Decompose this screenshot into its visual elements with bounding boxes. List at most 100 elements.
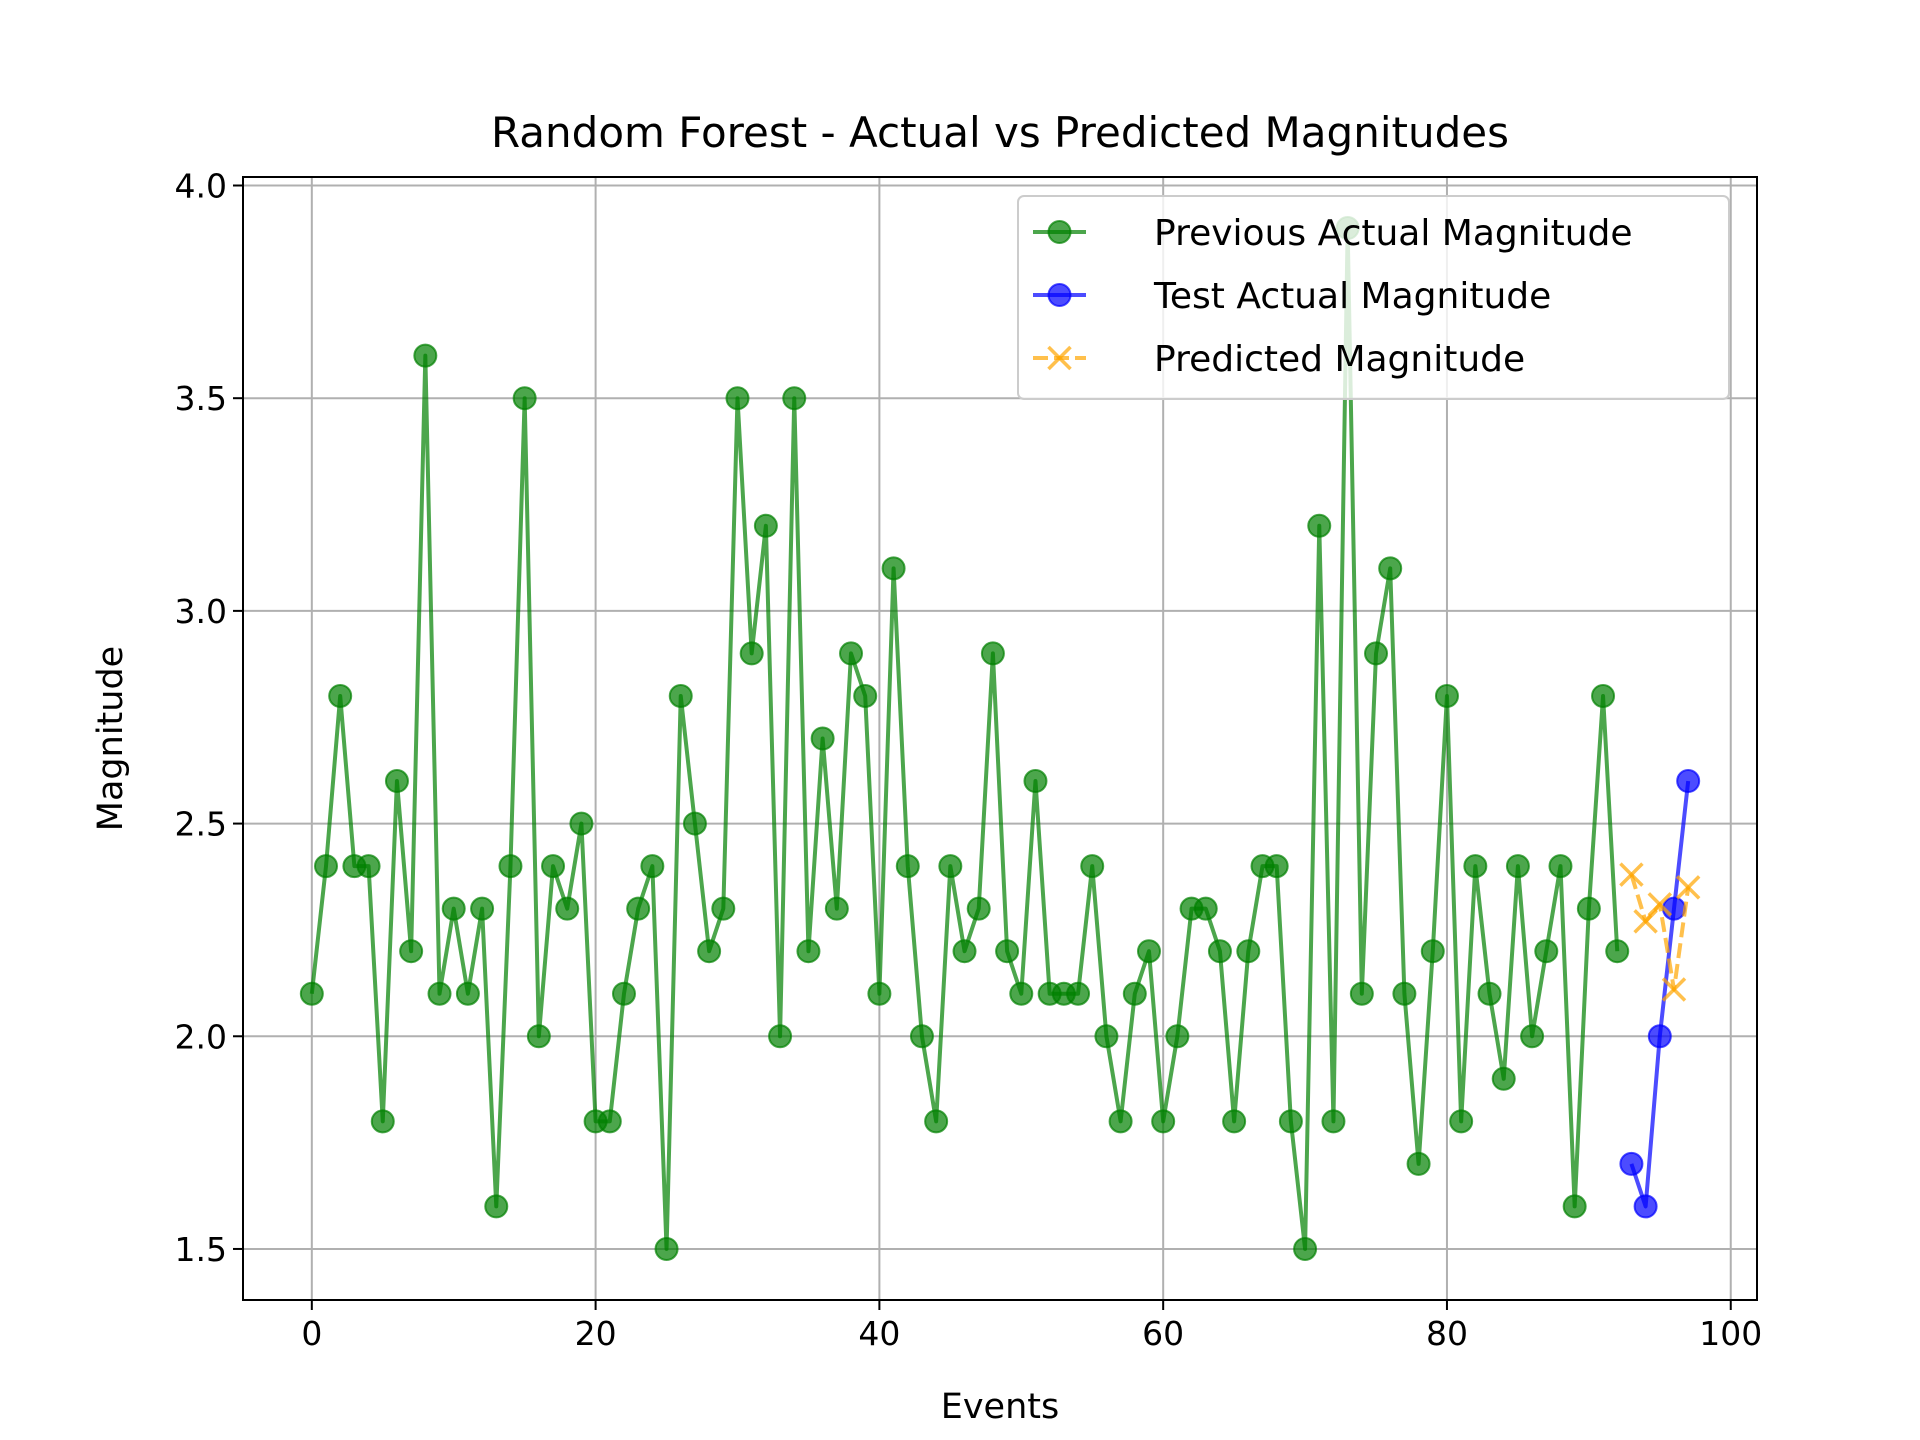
series-0-point [1264, 854, 1289, 879]
series-0-point [995, 939, 1020, 964]
y-tick-label: 3.5 [175, 379, 227, 418]
series-0-point [484, 1194, 509, 1219]
legend-label: Previous Actual Magnitude [1154, 213, 1633, 254]
series-0-point [867, 981, 892, 1006]
chart-title: Random Forest - Actual vs Predicted Magn… [491, 108, 1509, 157]
series-0-point [1080, 854, 1105, 879]
series-0-point [1562, 1194, 1587, 1219]
series-0-point [753, 513, 778, 538]
series-0-point [1122, 981, 1147, 1006]
x-tick-label: 80 [1426, 1314, 1468, 1353]
series-0-point [498, 854, 523, 879]
series-0-point [1321, 1109, 1346, 1134]
series-0-point [640, 854, 665, 879]
series-0-point [1009, 981, 1034, 1006]
x-marker-stroke [1633, 909, 1658, 934]
series-0-point [1576, 896, 1601, 921]
series-1-point [1676, 769, 1701, 794]
series-0-point [1307, 513, 1332, 538]
legend-label: Test Actual Magnitude [1153, 276, 1551, 317]
y-tick-label: 1.5 [175, 1230, 227, 1269]
series-0-point [384, 769, 409, 794]
series-2-point [1647, 892, 1673, 917]
series-0-point [980, 641, 1005, 666]
series-0-point [725, 386, 750, 411]
series-0-point [1193, 896, 1218, 921]
x-tick-label: 0 [301, 1314, 322, 1353]
series-0-point [470, 896, 495, 921]
series-1-point [1633, 1194, 1658, 1219]
legend-swatch-marker [1047, 220, 1072, 244]
series-0-point [1605, 939, 1630, 964]
series-0-point [299, 981, 324, 1006]
y-tick-label: 2.0 [175, 1017, 227, 1056]
series-0-point [1449, 1109, 1474, 1134]
series-0-point [597, 1109, 622, 1134]
series-0-point [1108, 1109, 1133, 1134]
series-0-point [881, 556, 906, 581]
series-0-point [909, 1024, 934, 1049]
series-0-point [1591, 683, 1616, 708]
series-0-point [1136, 939, 1161, 964]
series-0-point [328, 683, 353, 708]
series-0-point [1520, 1024, 1545, 1049]
series-0-point [697, 939, 722, 964]
series-0-point [1548, 854, 1573, 879]
series-0-point [1406, 1151, 1431, 1176]
x-marker-stroke [1675, 875, 1701, 900]
series-0-point [1534, 939, 1559, 964]
series-0-point [356, 854, 381, 879]
y-tick-label: 2.5 [175, 805, 227, 844]
series-0-point [441, 896, 466, 921]
series-0-point [668, 683, 693, 708]
legend-swatch-marker [1047, 283, 1072, 307]
series-0-point [782, 386, 807, 411]
series-0-point [938, 854, 963, 879]
series-0-point [512, 386, 537, 411]
series-0-point [1491, 1066, 1516, 1091]
series-0-point [796, 939, 821, 964]
axis-ticks: 0 20 40 60 80 100 1.5 2.0 2.5 3.0 3.5 4.0 [175, 167, 1763, 1353]
series-0-point [314, 854, 339, 879]
series-0-point [924, 1109, 949, 1134]
series-0-point [1378, 556, 1403, 581]
x-tick-label: 40 [858, 1314, 900, 1353]
series-0-point [370, 1109, 395, 1134]
series-0-point [853, 683, 878, 708]
x-marker-stroke [1047, 345, 1072, 371]
series-0-point [1066, 981, 1091, 1006]
series-2-point [1633, 909, 1658, 934]
series-0-point [526, 1024, 551, 1049]
series-0-point [1392, 981, 1417, 1006]
plot-series [299, 216, 1701, 1261]
series-0-point [810, 726, 835, 751]
x-marker-stroke [1647, 892, 1673, 917]
legend-label: Predicted Magnitude [1154, 339, 1525, 380]
series-0-point [895, 854, 920, 879]
series-0-point [1364, 641, 1389, 666]
x-marker-stroke [1661, 977, 1687, 1002]
series-0-point [413, 343, 438, 368]
x-tick-label: 60 [1142, 1314, 1184, 1353]
series-0-point [1477, 981, 1502, 1006]
series-0-point [1463, 854, 1488, 879]
legend-box [1017, 195, 1730, 400]
series-0-point [768, 1024, 793, 1049]
series-0-point [739, 641, 764, 666]
series-0-point [654, 1236, 679, 1261]
series-0-point [555, 896, 580, 921]
series-0-point [1293, 1236, 1318, 1261]
series-0-point [966, 896, 991, 921]
series-2-point [1661, 977, 1687, 1002]
series-2-point [1619, 862, 1644, 887]
series-0-point [682, 811, 707, 836]
series-0-point [1165, 1024, 1190, 1049]
series-0-point [569, 811, 594, 836]
series-0-point [611, 981, 636, 1006]
series-0-point [1505, 854, 1530, 879]
series-0-point [1222, 1109, 1247, 1134]
series-0-point [427, 981, 452, 1006]
series-0-point [1420, 939, 1445, 964]
series-0-point [1349, 981, 1374, 1006]
